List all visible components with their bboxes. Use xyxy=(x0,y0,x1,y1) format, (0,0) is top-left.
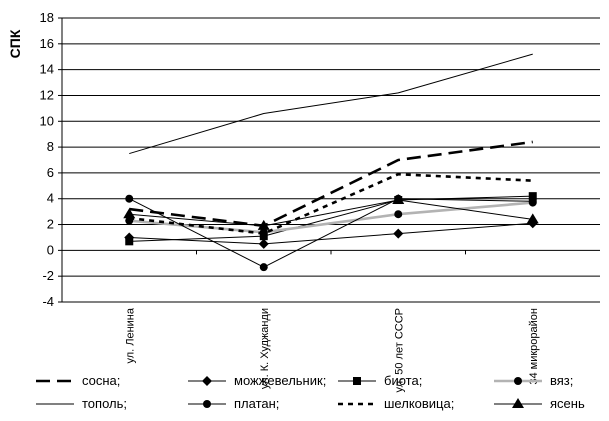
data-point xyxy=(528,197,537,206)
axes xyxy=(58,17,466,303)
data-point xyxy=(259,228,268,237)
data-point xyxy=(125,216,134,225)
data-point xyxy=(393,228,404,239)
legend-marker xyxy=(514,377,522,385)
gridlines xyxy=(62,17,600,303)
legend-marker xyxy=(512,398,524,408)
y-tick-label: 4 xyxy=(47,191,54,206)
series-line xyxy=(129,222,533,245)
legend-label: биота; xyxy=(384,373,422,388)
series-line xyxy=(129,199,533,227)
y-tick-label: 16 xyxy=(40,36,54,51)
x-category-label: 34 микрорайон xyxy=(528,308,540,385)
data-point xyxy=(257,219,270,230)
series-line xyxy=(129,140,533,228)
y-tick-label: -2 xyxy=(42,268,54,283)
y-tick-label: -4 xyxy=(42,294,54,309)
data-point xyxy=(259,263,268,272)
legend-marker xyxy=(203,400,211,408)
y-tick-label: 8 xyxy=(47,139,54,154)
y-tick-label: 0 xyxy=(47,242,54,257)
legend-label: шелковица; xyxy=(384,396,454,411)
data-point xyxy=(123,208,136,219)
series-line xyxy=(129,201,533,234)
series-markers xyxy=(123,192,539,272)
series-line xyxy=(129,53,533,155)
data-point xyxy=(125,194,134,203)
legend-marker xyxy=(353,377,361,385)
legend-label: можжевельник; xyxy=(234,373,326,388)
series-lines xyxy=(129,53,533,268)
y-axis-label: СПК xyxy=(7,29,23,58)
series-line xyxy=(129,198,533,268)
data-point xyxy=(394,210,403,219)
legend: сосна; можжевельник; биота; вяз; тополь; плат… xyxy=(36,373,585,411)
legend-label: вяз; xyxy=(550,373,573,388)
y-tick-label: 10 xyxy=(40,113,54,128)
y-tick-label: 6 xyxy=(47,165,54,180)
data-point xyxy=(258,238,269,249)
y-tick-label: 2 xyxy=(47,217,54,232)
x-category-label: ул. К. Худжанди xyxy=(259,308,271,389)
data-point xyxy=(528,192,537,201)
y-tick-label: 14 xyxy=(40,62,54,77)
legend-label: ясень xyxy=(550,396,585,411)
y-tick-label: 18 xyxy=(40,10,54,25)
series-line xyxy=(129,195,533,242)
legend-label: сосна; xyxy=(82,373,120,388)
data-point xyxy=(125,237,134,246)
x-category-label: ул. Ленина xyxy=(124,307,136,363)
data-point xyxy=(526,213,539,224)
y-tick-label: 12 xyxy=(40,87,54,102)
x-category-label: ул. 50 лет СССР xyxy=(393,308,405,393)
axis-labels: -4 -2 0 2 4 6 8 10 12 14 16 18 СПК ул. Ленина ул. К. Х… xyxy=(7,10,540,393)
data-point xyxy=(392,194,405,205)
legend-label: тополь; xyxy=(82,396,127,411)
legend-marker xyxy=(202,376,212,386)
legend-label: платан; xyxy=(234,396,279,411)
